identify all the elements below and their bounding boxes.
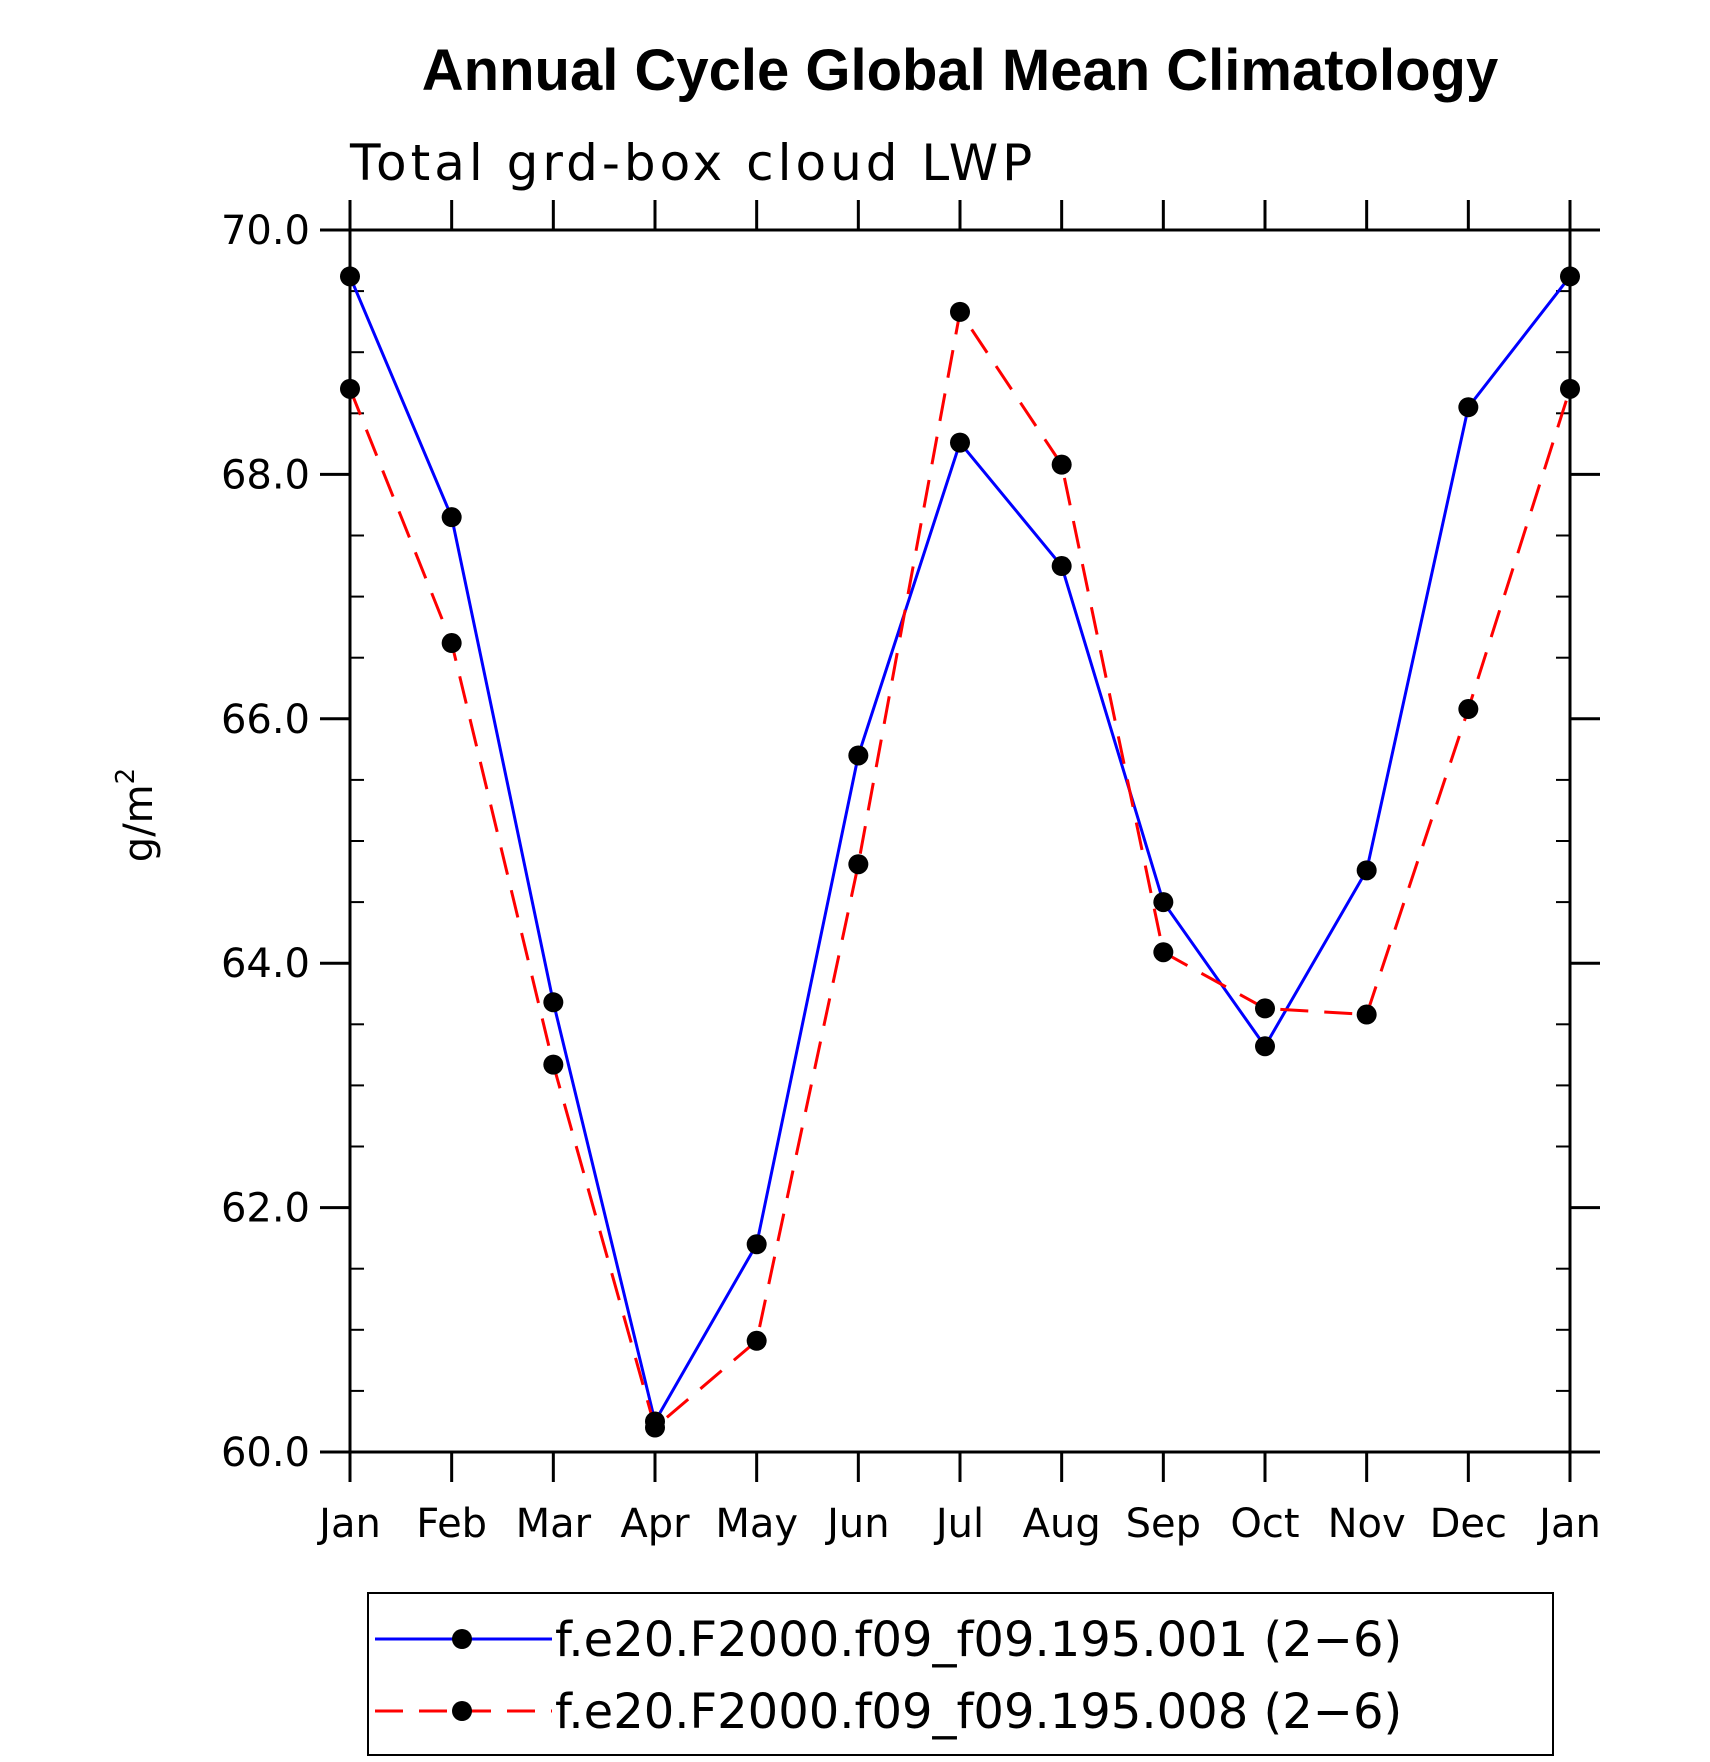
data-point-series-1 (1356, 860, 1377, 881)
data-point-series-2 (441, 633, 462, 654)
legend-label-series-2: f.e20.F2000.f09_f09.195.008 (2−6) (555, 1684, 1402, 1740)
x-tick-label: Dec (1430, 1501, 1507, 1547)
x-tick-label: Aug (1023, 1501, 1101, 1547)
data-point-series-1 (1153, 892, 1174, 913)
x-tick-label: Jul (933, 1501, 984, 1547)
y-tick-label: 60.0 (221, 1430, 310, 1476)
data-point-series-1 (746, 1234, 767, 1255)
data-point-series-2 (543, 1054, 564, 1075)
plot-axes: Jan Feb Mar Apr May Jun Jul Aug Sep Oct Nov Dec Jan6… (221, 200, 1601, 1547)
data-point-series-1 (340, 266, 360, 287)
data-point-series-2 (1458, 699, 1479, 720)
data-point-series-2 (645, 1417, 665, 1438)
chart-title: Annual Cycle Global Mean Climatology (422, 38, 1498, 103)
data-point-series-1 (441, 507, 462, 528)
svg-text:g/m2: g/m2 (111, 768, 162, 862)
data-point-series-1 (950, 432, 970, 453)
data-point-series-2 (1255, 998, 1275, 1019)
data-point-series-2 (746, 1330, 767, 1351)
legend-marker-series-1 (452, 1629, 472, 1649)
data-point-series-2 (1560, 378, 1580, 399)
x-tick-label: Oct (1230, 1501, 1299, 1547)
x-tick-label: Sep (1126, 1501, 1201, 1547)
y-tick-label: 62.0 (221, 1186, 310, 1232)
x-tick-label: Jan (1536, 1501, 1601, 1547)
plot-frame (348, 228, 1572, 1454)
y-tick-label: 64.0 (221, 941, 310, 987)
data-point-series-2 (1356, 1004, 1377, 1025)
chart-subtitle: Total grd-box cloud LWP (349, 134, 1036, 192)
data-point-series-2 (340, 378, 360, 399)
x-tick-label: Feb (416, 1501, 487, 1547)
data-point-series-1 (1051, 556, 1072, 577)
x-tick-label: Jan (316, 1501, 381, 1547)
y-axis-label-text: g/m (116, 784, 162, 862)
y-tick-label: 68.0 (221, 452, 310, 498)
data-point-series-1 (543, 992, 564, 1013)
x-tick-label: Apr (620, 1501, 690, 1547)
data-point-series-2 (1153, 942, 1174, 963)
data-point-series-1 (848, 745, 869, 766)
legend-label-series-1: f.e20.F2000.f09_f09.195.001 (2−6) (555, 1612, 1402, 1668)
x-tick-label: Mar (516, 1501, 592, 1547)
data-point-series-1 (1458, 397, 1479, 418)
series-markers (340, 266, 1580, 1438)
data-point-series-2 (1051, 454, 1072, 475)
y-tick-label: 66.0 (221, 697, 310, 743)
x-tick-label: Jun (824, 1501, 890, 1547)
x-tick-label: Nov (1328, 1501, 1406, 1547)
data-point-series-2 (950, 301, 970, 322)
y-tick-label: 70.0 (221, 208, 310, 254)
legend-box (367, 1592, 1554, 1756)
x-tick-label: May (715, 1501, 798, 1547)
data-point-series-1 (1560, 266, 1580, 287)
legend-marker-series-2 (452, 1701, 472, 1721)
series-line-2 (348, 307, 1572, 1431)
data-point-series-1 (1255, 1036, 1275, 1057)
y-axis-label-exponent: 2 (111, 768, 141, 785)
legend: f.e20.F2000.f09_f09.195.001 (2−6) f.e20.… (367, 1592, 1554, 1756)
data-point-series-2 (848, 854, 869, 875)
y-axis-label: g/m2 (111, 768, 162, 862)
